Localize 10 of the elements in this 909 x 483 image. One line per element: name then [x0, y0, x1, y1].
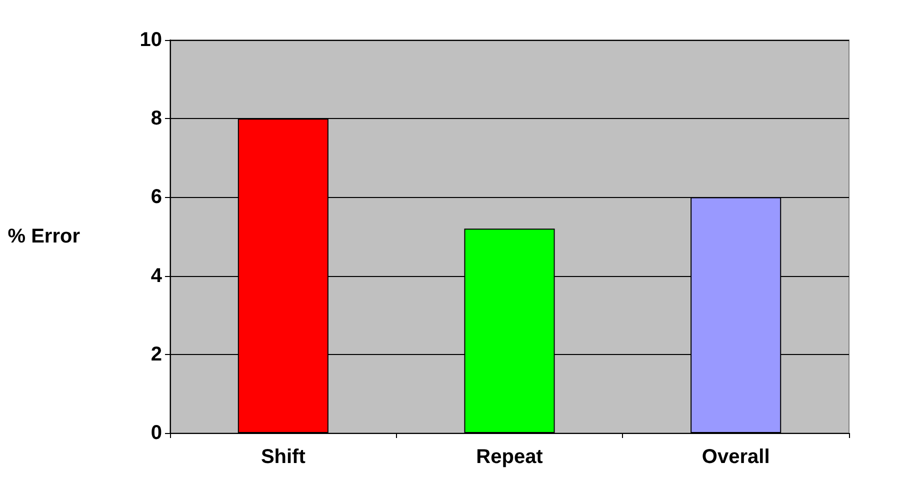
x-tick-label: Shift [260, 446, 306, 468]
y-tick-label: 8 [150, 108, 162, 130]
y-tick-label: 2 [150, 343, 162, 366]
y-tick-label: 4 [150, 264, 163, 287]
x-tick-label: Repeat [476, 446, 544, 468]
y-axis-title: % Error [8, 226, 80, 248]
y-tick-label: 10 [140, 29, 162, 51]
x-tick-label: Overall [702, 446, 770, 468]
y-tick-label: 6 [150, 186, 162, 208]
y-tick-label: 0 [150, 422, 162, 444]
